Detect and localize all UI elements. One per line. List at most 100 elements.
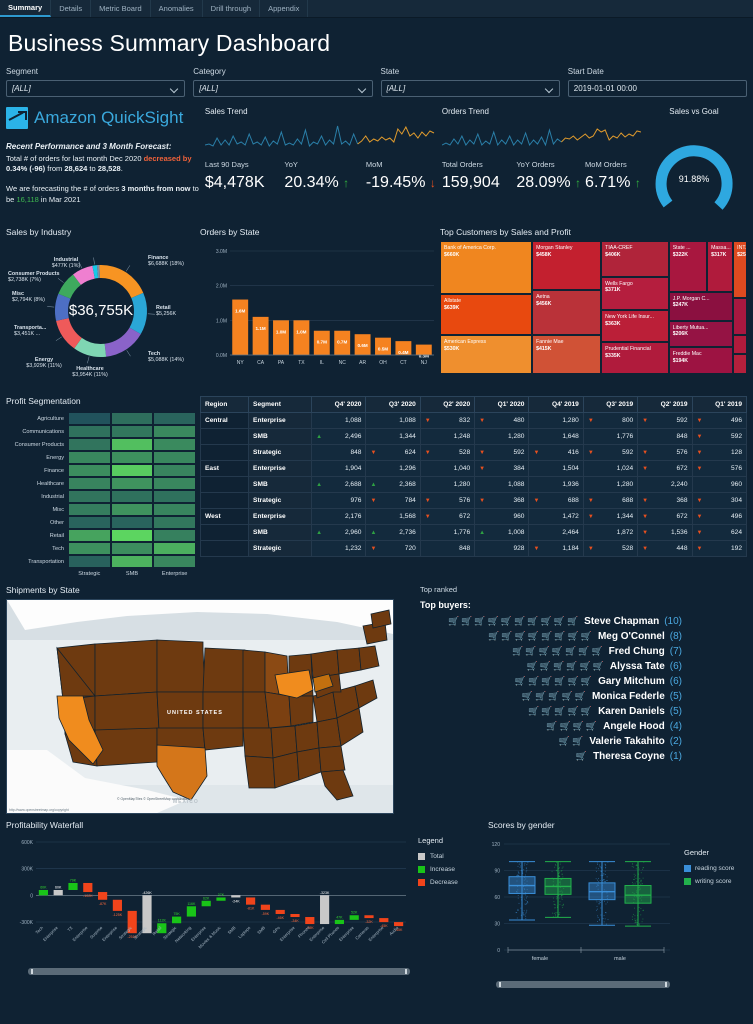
top-customers-treemap[interactable]: Bank of America Corp. $660K Allstate $639K A… (440, 241, 747, 374)
waterfall-bar[interactable] (68, 883, 77, 890)
heatmap-cell[interactable] (68, 529, 111, 542)
heatmap-cell[interactable] (68, 425, 111, 438)
column-header[interactable]: Q3' 2019 (583, 397, 637, 413)
donut-slice[interactable] (99, 265, 143, 298)
list-item[interactable]: 🛒 🛒 Valerie Takahito (2) (420, 734, 682, 749)
table-row[interactable]: Strategic 976 ▼ 784 ▼ 576 ▼ 368 ▼ 688 ▼ 688 ▼ 368 ▼ 304 (201, 493, 747, 509)
heatmap-cell[interactable] (68, 542, 111, 555)
start-date-input[interactable]: 2019-01-01 00:00 (568, 80, 747, 97)
waterfall-bar[interactable] (54, 890, 63, 895)
list-item[interactable]: 🛒 🛒 🛒 🛒 🛒 🛒 🛒 Fred Chung (7) (420, 644, 682, 659)
column-header[interactable]: Segment (249, 397, 312, 413)
boxplot-box[interactable] (625, 862, 651, 926)
waterfall-bar[interactable] (276, 910, 285, 914)
list-item[interactable]: 🛒 🛒 🛒 🛒 Angele Hood (4) (420, 719, 682, 734)
waterfall-bar[interactable] (246, 897, 255, 904)
list-item[interactable]: 🛒 🛒 🛒 🛒 🛒 🛒 Alyssa Tate (6) (420, 659, 682, 674)
shipments-map[interactable]: UNITED STATES MEXICO © OpenMapTiles © Op… (6, 599, 394, 814)
heatmap-cell[interactable] (111, 464, 154, 477)
column-header[interactable]: Region (201, 397, 249, 413)
heatmap-cell[interactable] (153, 516, 196, 529)
tab-metric-board[interactable]: Metric Board (91, 0, 151, 17)
treemap-cell[interactable]: Liberty Mutua... $206K (669, 321, 733, 348)
treemap-cell[interactable]: Prudential Financial $335K (601, 342, 669, 374)
waterfall-bar[interactable] (364, 915, 373, 918)
heatmap-cell[interactable] (153, 451, 196, 464)
heatmap-cell[interactable] (68, 516, 111, 529)
column-header[interactable]: Q2' 2020 (420, 397, 474, 413)
heatmap-cell[interactable] (68, 464, 111, 477)
waterfall-bar[interactable] (113, 900, 122, 911)
regional-pivot-table[interactable]: Region Segment Q4' 2020 Q3' 2020 Q2' 2020 Q1'… (200, 396, 747, 557)
treemap-cell[interactable]: Massa... $317K (707, 241, 733, 292)
heatmap-cell[interactable] (111, 412, 154, 425)
waterfall-bar[interactable] (290, 914, 299, 917)
profit-segmentation-heatmap[interactable]: Agriculture Communications Consumer Produc… (6, 412, 196, 577)
list-item[interactable]: 🛒 🛒 🛒 🛒 🛒 🛒 Gary Mitchum (6) (420, 674, 682, 689)
table-row[interactable]: SMB ▲ 2,960 ▲ 2,736 1,776 ▲ 1,008 2,464 1,872 ▼ 1,5… (201, 525, 747, 541)
treemap-cell[interactable] (733, 335, 747, 354)
heatmap-cell[interactable] (153, 412, 196, 425)
heatmap-cell[interactable] (111, 451, 154, 464)
table-row[interactable]: West Enterprise 2,176 1,568 ▼ 672 960 1,472 ▼ 1,3… (201, 509, 747, 525)
heatmap-cell[interactable] (68, 490, 111, 503)
column-header[interactable]: Q1' 2020 (475, 397, 529, 413)
heatmap-cell[interactable] (153, 555, 196, 568)
treemap-cell[interactable] (733, 354, 747, 374)
legend-item-writing[interactable]: writing score (684, 878, 734, 885)
map-attribution-link[interactable]: http://www.openstreetmap.org/copyright (9, 808, 69, 812)
heatmap-cell[interactable] (68, 451, 111, 464)
tab-drill-through[interactable]: Drill through (203, 0, 260, 17)
waterfall-bar[interactable] (231, 895, 240, 897)
treemap-cell[interactable]: Morgan Stanley $458K (532, 241, 601, 290)
boxplot-scrollbar[interactable] (496, 981, 670, 988)
heatmap-cell[interactable] (153, 477, 196, 490)
heatmap-cell[interactable] (111, 477, 154, 490)
table-row[interactable]: Strategic 848 ▼ 624 ▼ 528 ▼ 592 ▼ 416 ▼ 592 ▼ 576 ▼ 128 (201, 445, 747, 461)
waterfall-bar[interactable] (320, 895, 329, 924)
category-select[interactable]: [ALL] (193, 80, 372, 97)
heatmap-cell[interactable] (153, 529, 196, 542)
heatmap-cell[interactable] (111, 438, 154, 451)
treemap-cell[interactable]: Fannie Mae $415K (532, 335, 601, 374)
table-row[interactable]: Central Enterprise 1,088 1,088 ▼ 832 ▼ 480 1,280… (201, 413, 747, 429)
waterfall-bar[interactable] (335, 920, 344, 924)
waterfall-bar[interactable] (305, 917, 314, 924)
state-select[interactable]: [ALL] (381, 80, 560, 97)
waterfall-bar[interactable] (172, 917, 181, 924)
waterfall-scrollbar[interactable] (28, 968, 410, 975)
heatmap-cell[interactable] (153, 464, 196, 477)
waterfall-bar[interactable] (350, 915, 359, 920)
tab-details[interactable]: Details (51, 0, 91, 17)
segment-select[interactable]: [ALL] (6, 80, 185, 97)
legend-item-reading[interactable]: reading score (684, 865, 734, 872)
list-item[interactable]: 🛒 🛒 🛒 🛒 🛒 Monica Federle (5) (420, 689, 682, 704)
column-header[interactable]: Q4' 2020 (312, 397, 366, 413)
waterfall-bar[interactable] (83, 883, 92, 892)
heatmap-cell[interactable] (153, 425, 196, 438)
treemap-cell[interactable]: State ... $322K (669, 241, 707, 292)
treemap-cell[interactable]: New York Life Insur... $363K (601, 310, 669, 342)
bar[interactable] (293, 320, 309, 355)
donut-slice[interactable] (105, 328, 141, 357)
bar[interactable] (253, 317, 269, 355)
waterfall-bar[interactable] (261, 905, 270, 910)
heatmap-cell[interactable] (153, 542, 196, 555)
waterfall-bar[interactable] (202, 901, 211, 907)
heatmap-cell[interactable] (68, 438, 111, 451)
treemap-cell[interactable]: Aetna $456K (532, 290, 601, 335)
column-header[interactable]: Q4' 2019 (529, 397, 583, 413)
tab-anomalies[interactable]: Anomalies (151, 0, 203, 17)
heatmap-cell[interactable] (68, 477, 111, 490)
boxplot-box[interactable] (589, 862, 615, 926)
list-item[interactable]: 🛒 Theresa Coyne (1) (420, 749, 682, 764)
table-row[interactable]: Strategic 1,232 ▼ 720 848 928 ▼ 1,184 ▼ 528 ▼ 448 ▼ 1… (201, 541, 747, 557)
treemap-cell[interactable]: Wells Fargo $371K (601, 277, 669, 310)
treemap-cell[interactable]: J.P. Morgan C... $247K (669, 292, 733, 321)
list-item[interactable]: 🛒 🛒 🛒 🛒 🛒 Karen Daniels (5) (420, 704, 682, 719)
waterfall-bar[interactable] (39, 890, 48, 895)
table-row[interactable]: East Enterprise 1,904 1,296 1,040 ▼ 384 1,504 1,… (201, 461, 747, 477)
waterfall-bar[interactable] (379, 918, 388, 922)
column-header[interactable]: Q1' 2019 (692, 397, 746, 413)
treemap-cell[interactable]: TIAA-CREF $406K (601, 241, 669, 277)
